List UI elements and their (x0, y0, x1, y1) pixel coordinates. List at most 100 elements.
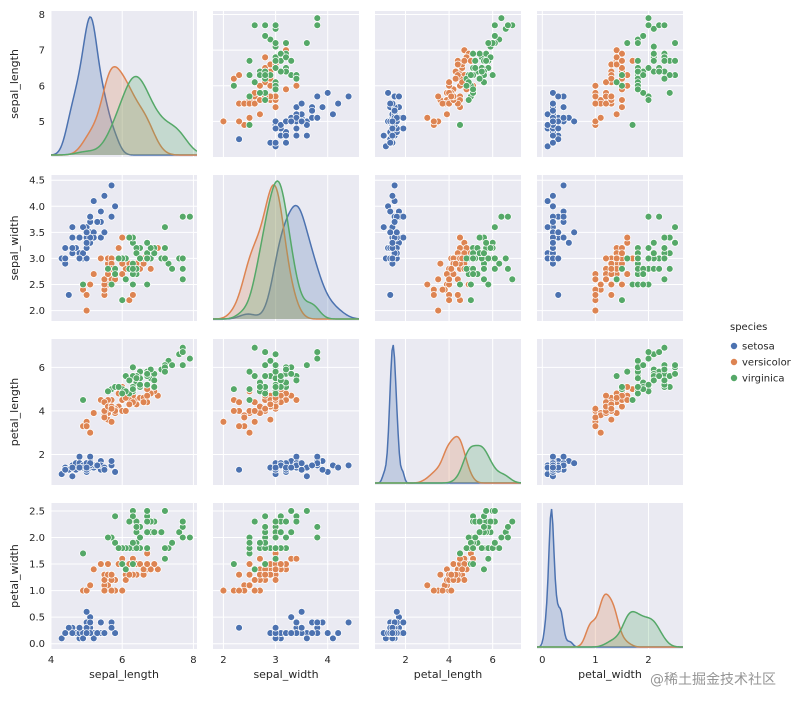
point-virginica (79, 396, 87, 404)
point-virginica (469, 560, 477, 568)
point-virginica (261, 372, 269, 380)
point-virginica (475, 517, 484, 526)
point-virginica (143, 517, 151, 526)
point-setosa (384, 89, 392, 97)
point-virginica (143, 254, 151, 263)
point-setosa (82, 463, 91, 472)
point-versicolor (618, 57, 626, 65)
point-versicolor (82, 306, 91, 315)
point-virginica (482, 57, 490, 65)
point-virginica (665, 71, 674, 79)
point-versicolor (591, 92, 600, 101)
point-virginica (469, 544, 477, 552)
point-versicolor (266, 415, 275, 424)
point-setosa (549, 463, 557, 472)
point-versicolor (282, 85, 290, 94)
point-setosa (329, 110, 337, 119)
point-versicolor (219, 117, 228, 126)
legend-title: species (730, 322, 767, 333)
point-setosa (292, 103, 301, 111)
y-tick-label: 3.5 (29, 228, 45, 239)
point-versicolor (591, 404, 600, 413)
point-setosa (287, 463, 295, 472)
point-versicolor (245, 581, 254, 590)
point-virginica (491, 539, 499, 547)
point-virginica (175, 528, 183, 536)
point-virginica (660, 376, 669, 385)
point-virginica (129, 280, 137, 289)
point-setosa (57, 634, 66, 643)
point-setosa (292, 114, 301, 122)
point-virginica (256, 539, 264, 547)
point-virginica (104, 533, 112, 542)
point-versicolor (245, 570, 254, 579)
point-virginica (623, 254, 631, 263)
point-setosa (318, 466, 327, 474)
point-setosa (82, 608, 91, 616)
x-tick-label: 4 (325, 655, 331, 666)
point-virginica (129, 539, 137, 547)
point-versicolor (256, 554, 264, 563)
point-virginica (303, 507, 311, 515)
point-versicolor (607, 280, 616, 289)
point-versicolor (235, 422, 243, 430)
point-virginica (475, 49, 484, 58)
point-virginica (650, 249, 658, 257)
point-virginica (277, 49, 285, 58)
point-virginica (161, 507, 169, 515)
x-tick-label: 3 (272, 655, 278, 666)
y-tick-label: 7 (39, 46, 45, 57)
point-setosa (100, 228, 109, 237)
point-setosa (543, 223, 552, 231)
point-virginica (303, 39, 311, 47)
point-setosa (100, 466, 109, 474)
point-virginica (271, 21, 280, 29)
point-setosa (318, 103, 327, 111)
point-virginica (250, 517, 259, 526)
y-tick-label: 8 (39, 10, 45, 21)
point-virginica (639, 71, 647, 79)
point-setosa (68, 463, 77, 472)
point-versicolor (618, 96, 626, 104)
point-setosa (82, 228, 91, 237)
point-virginica (639, 32, 647, 40)
point-setosa (393, 608, 401, 616)
point-virginica (111, 539, 119, 547)
point-virginica (469, 49, 477, 58)
point-versicolor (82, 422, 91, 430)
point-virginica (660, 21, 669, 29)
y-tick-label: 5 (39, 117, 45, 128)
point-virginica (634, 374, 642, 382)
point-setosa (386, 139, 395, 147)
point-versicolor (235, 71, 243, 79)
point-virginica (469, 85, 477, 94)
point-virginica (471, 64, 479, 72)
point-virginica (495, 259, 503, 268)
point-setosa (554, 228, 562, 237)
point-virginica (504, 212, 512, 221)
point-setosa (390, 218, 399, 226)
point-versicolor (266, 400, 275, 409)
point-setosa (554, 92, 562, 101)
point-virginica (482, 239, 490, 247)
point-virginica (287, 528, 295, 536)
point-virginica (168, 265, 176, 273)
point-setosa (543, 121, 552, 129)
point-virginica (266, 35, 275, 44)
point-virginica (129, 512, 137, 521)
point-setosa (344, 92, 353, 101)
point-virginica (150, 383, 159, 391)
point-versicolor (438, 99, 447, 108)
point-virginica (129, 385, 137, 393)
point-setosa (559, 181, 568, 190)
point-virginica (271, 39, 280, 47)
point-virginica (650, 49, 658, 58)
point-versicolor (436, 259, 445, 268)
point-virginica (486, 517, 495, 526)
point-virginica (136, 533, 144, 542)
point-versicolor (591, 117, 600, 126)
point-setosa (107, 457, 116, 465)
point-virginica (660, 365, 669, 374)
point-versicolor (618, 103, 626, 111)
